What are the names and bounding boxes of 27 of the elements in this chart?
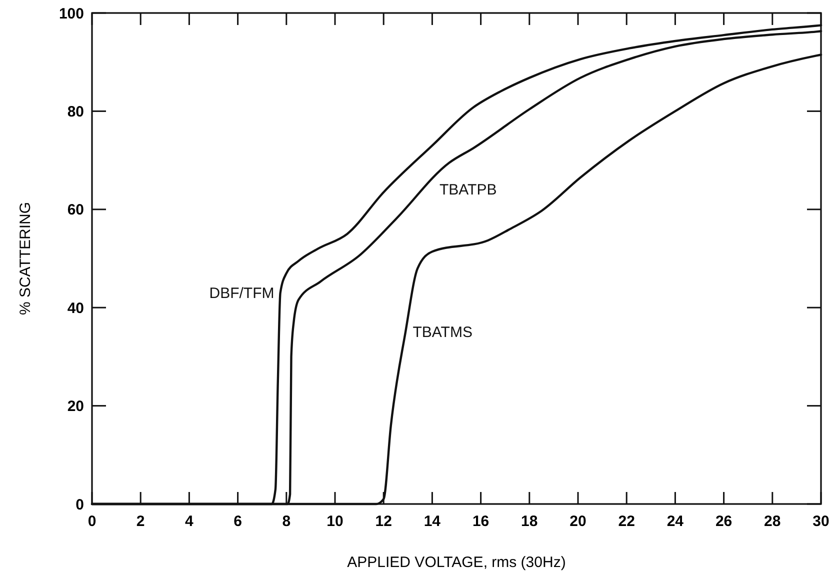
x-tick-label: 4	[185, 513, 194, 530]
x-tick-label: 18	[521, 513, 538, 530]
x-axis-title: APPLIED VOLTAGE, rms (30Hz)	[347, 554, 566, 571]
y-axis-title: % SCATTERING	[17, 202, 34, 316]
y-tick-label: 40	[67, 300, 84, 317]
y-tick-label: 80	[67, 103, 84, 120]
x-tick-label: 20	[570, 513, 586, 530]
x-tick-label: 24	[666, 513, 684, 530]
y-tick-label: 100	[58, 5, 84, 22]
x-tick-label: 6	[234, 513, 242, 530]
x-tick-label: 26	[715, 513, 732, 530]
series-label: TBATMS	[412, 324, 472, 342]
x-tick-label: 14	[424, 513, 442, 530]
x-tick-label: 30	[812, 513, 830, 530]
x-tick-label: 10	[326, 513, 344, 530]
series-label: TBATPB	[439, 182, 497, 199]
x-tick-label: 12	[375, 513, 392, 530]
x-tick-label: 0	[88, 513, 96, 530]
series-label: DBF/TFM	[209, 284, 274, 302]
y-tick-label: 20	[67, 398, 84, 416]
x-tick-label: 2	[136, 513, 145, 530]
x-tick-label: 22	[618, 513, 635, 530]
x-tick-label: 8	[282, 513, 291, 530]
x-tick-label: 16	[472, 513, 490, 530]
y-tick-label: 0	[76, 496, 84, 514]
y-tick-label: 60	[67, 202, 84, 219]
x-tick-label: 28	[764, 513, 781, 530]
